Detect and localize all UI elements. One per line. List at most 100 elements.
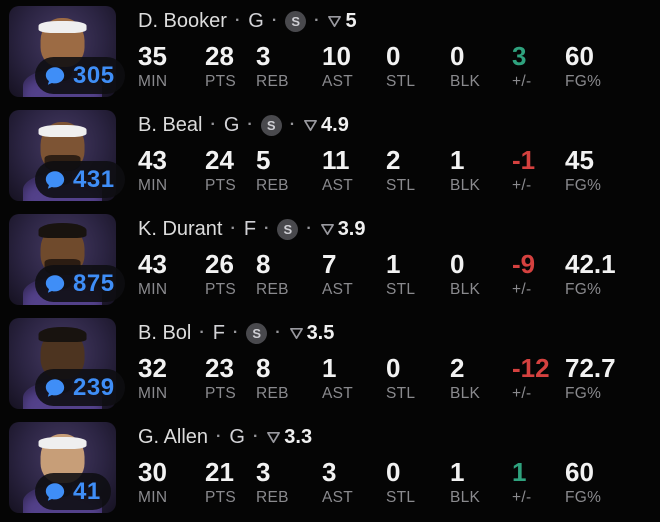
stat-label-ast: AST — [322, 385, 354, 402]
stat-label-fgpct: FG% — [565, 281, 602, 298]
player-row[interactable]: 41 G. Allen · G · 3.3 30 MIN 21 PTS 3 REB 3… — [0, 416, 660, 518]
projection-value: 4.9 — [321, 113, 349, 136]
projection-value: 3.9 — [337, 217, 366, 240]
stat-value-stl: 0 — [386, 353, 401, 383]
stat-label-ast: AST — [322, 489, 354, 506]
projection-triangle-icon — [328, 15, 342, 27]
headband — [38, 20, 87, 33]
stat-grid: 43 MIN 24 PTS 5 REB 11 AST 2 STL 1 BLK -1 +/- 4… — [138, 146, 656, 195]
separator-dot: · — [271, 12, 278, 29]
stat-label-pts: PTS — [205, 489, 237, 506]
stat-value-pts: 24 — [205, 145, 234, 175]
stat-value-min: 30 — [138, 457, 167, 487]
separator-dot: · — [232, 324, 239, 341]
projection-triangle-icon — [304, 119, 317, 131]
comments-button[interactable]: 41 — [35, 473, 111, 510]
stat-value-pts: 26 — [205, 249, 234, 279]
separator-dot: · — [289, 116, 296, 133]
stat-value-min: 43 — [138, 249, 167, 279]
comment-bubble-icon — [44, 377, 66, 399]
comments-button[interactable]: 431 — [35, 161, 125, 198]
stat-label-stl: STL — [386, 73, 416, 90]
stat-value-reb: 8 — [256, 249, 271, 279]
stat-value-min: 35 — [138, 41, 167, 71]
player-name-line: D. Booker · G · S · 5 — [138, 8, 656, 34]
stat-value-plusminus: 3 — [512, 41, 527, 71]
stat-label-min: MIN — [138, 281, 168, 298]
stat-label-reb: REB — [256, 281, 289, 298]
stat-label-reb: REB — [256, 385, 289, 402]
comment-count: 239 — [73, 373, 115, 401]
stat-value-blk: 1 — [450, 457, 465, 487]
player-position: F — [212, 321, 225, 344]
player-position: F — [243, 217, 257, 240]
stat-value-reb: 3 — [256, 41, 271, 71]
comment-bubble-icon — [44, 169, 66, 191]
separator-dot: · — [247, 116, 253, 133]
stat-value-ast: 3 — [322, 457, 337, 487]
comments-button[interactable]: 875 — [35, 265, 125, 302]
stat-value-blk: 2 — [450, 353, 465, 383]
headband — [38, 124, 87, 137]
separator-dot: · — [210, 116, 216, 133]
stat-grid: 32 MIN 23 PTS 8 REB 1 AST 0 STL 2 BLK -12 +/- 7… — [138, 354, 656, 403]
stat-value-reb: 8 — [256, 353, 271, 383]
stat-label-plusminus: +/- — [512, 73, 532, 90]
player-name: G. Allen — [138, 425, 209, 448]
stat-grid: 35 MIN 28 PTS 3 REB 10 AST 0 STL 0 BLK 3 +/- 60… — [138, 42, 656, 91]
stat-value-stl: 0 — [386, 41, 401, 71]
comments-button[interactable]: 239 — [35, 369, 125, 406]
projection-triangle-icon — [289, 327, 303, 339]
separator-dot: · — [230, 220, 236, 237]
separator-dot: · — [314, 12, 320, 29]
separator-dot: · — [199, 324, 205, 341]
stat-value-ast: 11 — [322, 145, 350, 175]
stat-label-pts: PTS — [205, 177, 237, 194]
status-badge: S — [260, 114, 282, 136]
stat-label-stl: STL — [386, 489, 416, 506]
stat-value-plusminus: -9 — [512, 249, 536, 279]
projection: 3.5 — [289, 322, 334, 345]
player-name-line: G. Allen · G · 3.3 — [138, 424, 656, 450]
stat-label-min: MIN — [138, 177, 168, 194]
stat-value-plusminus: -1 — [512, 145, 536, 175]
comments-button[interactable]: 305 — [35, 57, 125, 94]
separator-dot: · — [234, 12, 241, 29]
stat-value-min: 32 — [138, 353, 167, 383]
comment-count: 41 — [73, 477, 101, 505]
stat-value-fgpct: 60 — [565, 457, 594, 487]
stat-label-fgpct: FG% — [565, 489, 602, 506]
stat-label-min: MIN — [138, 73, 168, 90]
projection-triangle-icon — [267, 431, 281, 443]
projection: 3.9 — [320, 218, 366, 241]
player-row[interactable]: 431 B. Beal · G · S · 4.9 43 MIN 24 PTS 5 R… — [0, 104, 660, 208]
stat-value-ast: 7 — [322, 249, 337, 279]
stat-value-blk: 1 — [450, 145, 465, 175]
status-badge: S — [277, 218, 299, 240]
stat-value-reb: 5 — [256, 145, 271, 175]
stat-value-fgpct: 42.1 — [565, 249, 616, 279]
stat-label-stl: STL — [386, 281, 416, 298]
stat-label-pts: PTS — [205, 385, 237, 402]
stat-value-stl: 2 — [386, 145, 401, 175]
stat-label-blk: BLK — [450, 281, 481, 298]
stat-value-stl: 1 — [386, 249, 401, 279]
player-row[interactable]: 875 K. Durant · F · S · 3.9 43 MIN 26 PTS … — [0, 208, 660, 312]
comment-count: 875 — [73, 269, 115, 297]
projection-value: 3.3 — [284, 425, 313, 448]
stat-value-fgpct: 60 — [565, 41, 594, 71]
player-row[interactable]: 239 B. Bol · F · S · 3.5 32 MIN 23 PTS 8 RE… — [0, 312, 660, 416]
player-name-line: B. Beal · G · S · 4.9 — [138, 112, 656, 138]
stat-value-stl: 0 — [386, 457, 401, 487]
player-position: G — [223, 113, 240, 136]
stat-value-ast: 10 — [322, 41, 351, 71]
comment-count: 431 — [73, 165, 115, 193]
separator-dot: · — [275, 324, 281, 341]
stat-value-fgpct: 45 — [565, 145, 594, 175]
stat-label-min: MIN — [138, 489, 168, 506]
stat-label-plusminus: +/- — [512, 385, 532, 402]
projection-triangle-icon — [320, 223, 334, 235]
stat-label-ast: AST — [322, 73, 354, 90]
